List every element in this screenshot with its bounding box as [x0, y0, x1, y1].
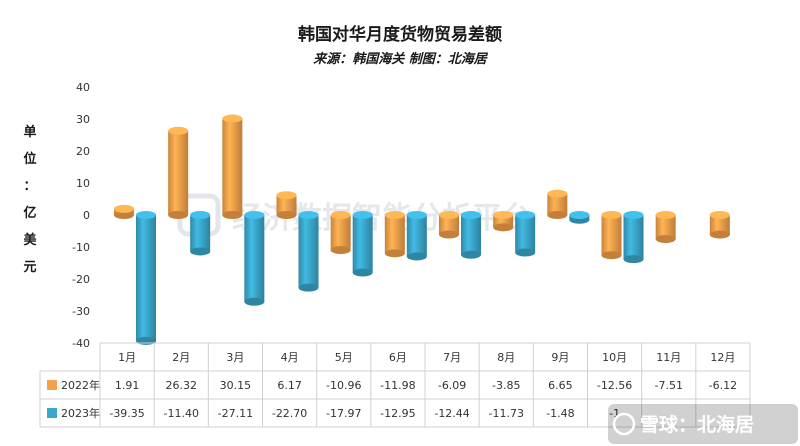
- data-label: -11.73: [489, 407, 524, 420]
- bar-2022年-1月: [114, 204, 134, 219]
- bar-2022年-11月: [655, 211, 676, 244]
- y-tick-label: 10: [76, 177, 90, 190]
- y-tick-label: 0: [83, 209, 90, 222]
- bar-2022年-10月: [601, 211, 622, 260]
- bar-2022年-6月: [384, 211, 405, 258]
- chart-subtitle: 来源：韩国海关 制图：北海居: [313, 51, 489, 67]
- x-tick-label: 12月: [710, 351, 735, 364]
- x-tick-label: 5月: [335, 351, 353, 364]
- bar-2022年-8月: [493, 211, 514, 232]
- data-label: -39.35: [109, 407, 144, 420]
- data-label: -12.44: [434, 407, 469, 420]
- bar-2022年-9月: [547, 189, 568, 219]
- credit-background: [608, 404, 798, 444]
- data-label: -6.09: [438, 379, 466, 392]
- data-label: 26.32: [166, 379, 198, 392]
- x-tick-label: 4月: [281, 351, 299, 364]
- data-label: 30.15: [220, 379, 252, 392]
- data-label: -11.40: [164, 407, 199, 420]
- data-label: 1.91: [115, 379, 140, 392]
- bar-2022年-12月: [709, 211, 730, 239]
- y-axis-unit-char: 美: [23, 232, 37, 248]
- bar-2023年-6月: [406, 211, 427, 261]
- bar-2022年-5月: [330, 211, 351, 255]
- bar-2023年-2月: [190, 211, 211, 256]
- y-axis-ticks: 40 30 20 10 0 -10 -20 -30 -40: [72, 81, 90, 350]
- bar-2022年-4月: [276, 191, 297, 219]
- credit: 雪球：北海居: [608, 404, 798, 444]
- y-axis-unit-char: 亿: [23, 205, 36, 221]
- x-tick-label: 9月: [551, 351, 569, 364]
- data-label: -1: [609, 407, 620, 420]
- data-label: -6.12: [709, 379, 737, 392]
- x-tick-label: 11月: [656, 351, 681, 364]
- bar-2022年-3月: [222, 114, 243, 219]
- legend-swatch: [47, 408, 57, 418]
- data-table: 1月 2月 3月 4月 5月 6月 7月 8月 9月 10月 11月 12月 2022年 1.91 26.3…: [39, 342, 751, 428]
- bar-2023年-3月: [244, 211, 265, 306]
- data-label: -1.48: [546, 407, 574, 420]
- data-label: -27.11: [218, 407, 253, 420]
- y-axis-unit-char: 元: [23, 260, 36, 275]
- x-tick-label: 6月: [389, 351, 407, 364]
- y-tick-label: -10: [72, 241, 90, 254]
- snowball-logo-icon: [612, 412, 636, 436]
- bar-2023年-7月: [461, 211, 481, 259]
- data-label: 6.17: [277, 379, 302, 392]
- data-label: -22.70: [272, 407, 307, 420]
- data-label: -11.98: [380, 379, 415, 392]
- credit-text: 雪球：北海居: [640, 413, 754, 436]
- x-tick-label: 3月: [226, 351, 244, 364]
- y-tick-label: 30: [76, 113, 90, 126]
- bar-2023年-10月: [623, 211, 644, 264]
- y-tick-label: 20: [76, 145, 90, 158]
- bar-2022年-7月: [439, 211, 459, 239]
- x-tick-label: 10月: [602, 351, 627, 364]
- data-label: -10.96: [326, 379, 361, 392]
- bar-2023年-5月: [352, 211, 373, 277]
- bar-2022年-2月: [168, 126, 189, 219]
- bars: [114, 114, 730, 345]
- data-label: -7.51: [655, 379, 683, 392]
- y-axis-unit-label: 单位 ： 亿美元: [23, 124, 37, 275]
- y-axis-unit-char: 单: [23, 124, 36, 140]
- y-tick-label: 40: [76, 81, 90, 94]
- data-label: -12.56: [597, 379, 632, 392]
- bar-2023年-8月: [515, 211, 536, 257]
- legend-swatch: [47, 380, 57, 390]
- data-label: -3.85: [492, 379, 520, 392]
- y-axis-unit-char: 位: [23, 151, 36, 167]
- data-label: -17.97: [326, 407, 361, 420]
- x-tick-label: 1月: [118, 351, 136, 364]
- bar-2023年-4月: [298, 211, 319, 292]
- bar-2023年-1月: [136, 211, 156, 345]
- data-label: -12.95: [380, 407, 415, 420]
- x-tick-label: 2月: [172, 351, 190, 364]
- y-tick-label: -30: [72, 305, 90, 318]
- chart-title: 韩国对华月度货物贸易差额: [298, 24, 502, 45]
- data-label: 6.65: [548, 379, 573, 392]
- bar-2023年-9月: [569, 211, 590, 224]
- legend-label: 2023年: [61, 406, 100, 420]
- x-tick-label: 7月: [443, 351, 461, 364]
- legend-label: 2022年: [61, 378, 100, 392]
- x-tick-label: 8月: [497, 351, 515, 364]
- y-tick-label: -20: [72, 273, 90, 286]
- y-tick-label: -40: [72, 337, 90, 350]
- y-axis-unit-char: ：: [23, 179, 36, 194]
